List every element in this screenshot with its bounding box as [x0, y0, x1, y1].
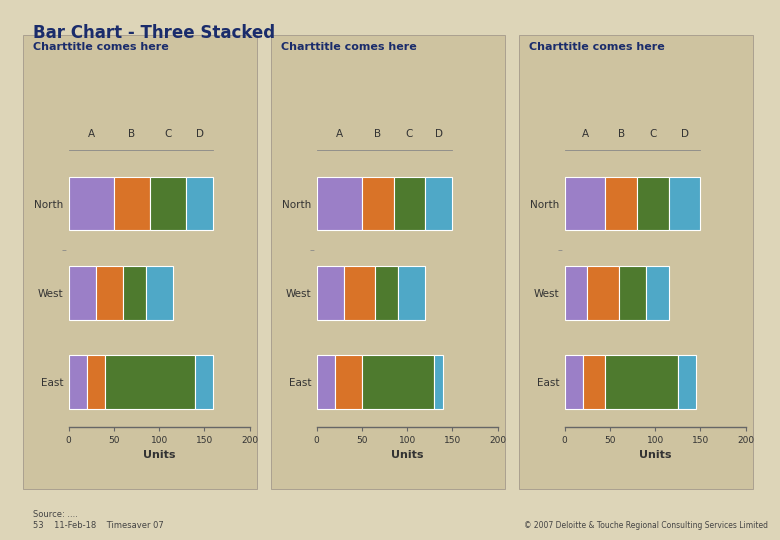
- Text: Charttitle comes here: Charttitle comes here: [33, 42, 168, 52]
- Text: –: –: [558, 245, 562, 255]
- Bar: [425, 177, 452, 231]
- Bar: [587, 266, 619, 320]
- Bar: [646, 266, 668, 320]
- Bar: [69, 355, 87, 409]
- Text: –: –: [62, 245, 66, 255]
- X-axis label: Units: Units: [639, 450, 672, 460]
- Bar: [678, 355, 696, 409]
- Text: A: A: [335, 130, 343, 139]
- Bar: [394, 177, 425, 231]
- Bar: [150, 177, 186, 231]
- Text: Charttitle comes here: Charttitle comes here: [281, 42, 417, 52]
- Bar: [434, 355, 443, 409]
- Text: C: C: [649, 130, 657, 139]
- Text: D: D: [434, 130, 443, 139]
- Bar: [605, 355, 678, 409]
- Bar: [317, 355, 335, 409]
- Text: D: D: [196, 130, 204, 139]
- Text: C: C: [406, 130, 413, 139]
- Bar: [69, 266, 96, 320]
- Text: B: B: [618, 130, 625, 139]
- Text: B: B: [374, 130, 381, 139]
- Bar: [637, 177, 668, 231]
- Bar: [565, 355, 583, 409]
- Bar: [195, 355, 214, 409]
- Bar: [362, 177, 394, 231]
- Bar: [565, 177, 605, 231]
- Bar: [105, 355, 195, 409]
- Bar: [146, 266, 172, 320]
- Bar: [583, 355, 605, 409]
- Bar: [317, 266, 344, 320]
- Bar: [69, 177, 114, 231]
- Bar: [375, 266, 398, 320]
- Bar: [605, 177, 637, 231]
- Text: C: C: [165, 130, 172, 139]
- Bar: [96, 266, 123, 320]
- X-axis label: Units: Units: [143, 450, 176, 460]
- Text: –: –: [310, 245, 314, 255]
- Bar: [668, 177, 700, 231]
- Bar: [619, 266, 646, 320]
- Text: Source: ....: Source: ....: [33, 510, 78, 519]
- Bar: [362, 355, 434, 409]
- Bar: [344, 266, 375, 320]
- Bar: [317, 177, 362, 231]
- Text: A: A: [87, 130, 95, 139]
- Bar: [123, 266, 146, 320]
- Bar: [114, 177, 150, 231]
- Bar: [398, 266, 425, 320]
- Text: © 2007 Deloitte & Touche Regional Consulting Services Limited: © 2007 Deloitte & Touche Regional Consul…: [524, 521, 768, 530]
- Bar: [335, 355, 362, 409]
- Text: Charttitle comes here: Charttitle comes here: [529, 42, 665, 52]
- X-axis label: Units: Units: [391, 450, 424, 460]
- Text: D: D: [681, 130, 689, 139]
- Text: B: B: [129, 130, 136, 139]
- Bar: [565, 266, 587, 320]
- Text: A: A: [582, 130, 589, 139]
- Text: Bar Chart - Three Stacked: Bar Chart - Three Stacked: [33, 24, 275, 42]
- Bar: [186, 177, 214, 231]
- Text: 53    11-Feb-18    Timesaver 07: 53 11-Feb-18 Timesaver 07: [33, 521, 164, 530]
- Bar: [87, 355, 105, 409]
